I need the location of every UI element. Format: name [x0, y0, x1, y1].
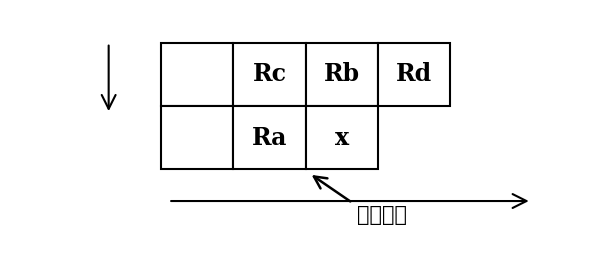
Bar [161, 43, 233, 106]
Text: Rc: Rc [252, 62, 287, 86]
Text: Ra: Ra [252, 126, 287, 150]
Bar [233, 106, 306, 169]
Text: x: x [335, 126, 349, 150]
Text: 当前像素: 当前像素 [357, 205, 407, 225]
Bar [378, 43, 450, 106]
Bar [306, 43, 378, 106]
Bar [233, 43, 306, 106]
Bar [161, 106, 233, 169]
Text: Rb: Rb [324, 62, 360, 86]
Text: Rd: Rd [396, 62, 432, 86]
Bar [306, 106, 378, 169]
